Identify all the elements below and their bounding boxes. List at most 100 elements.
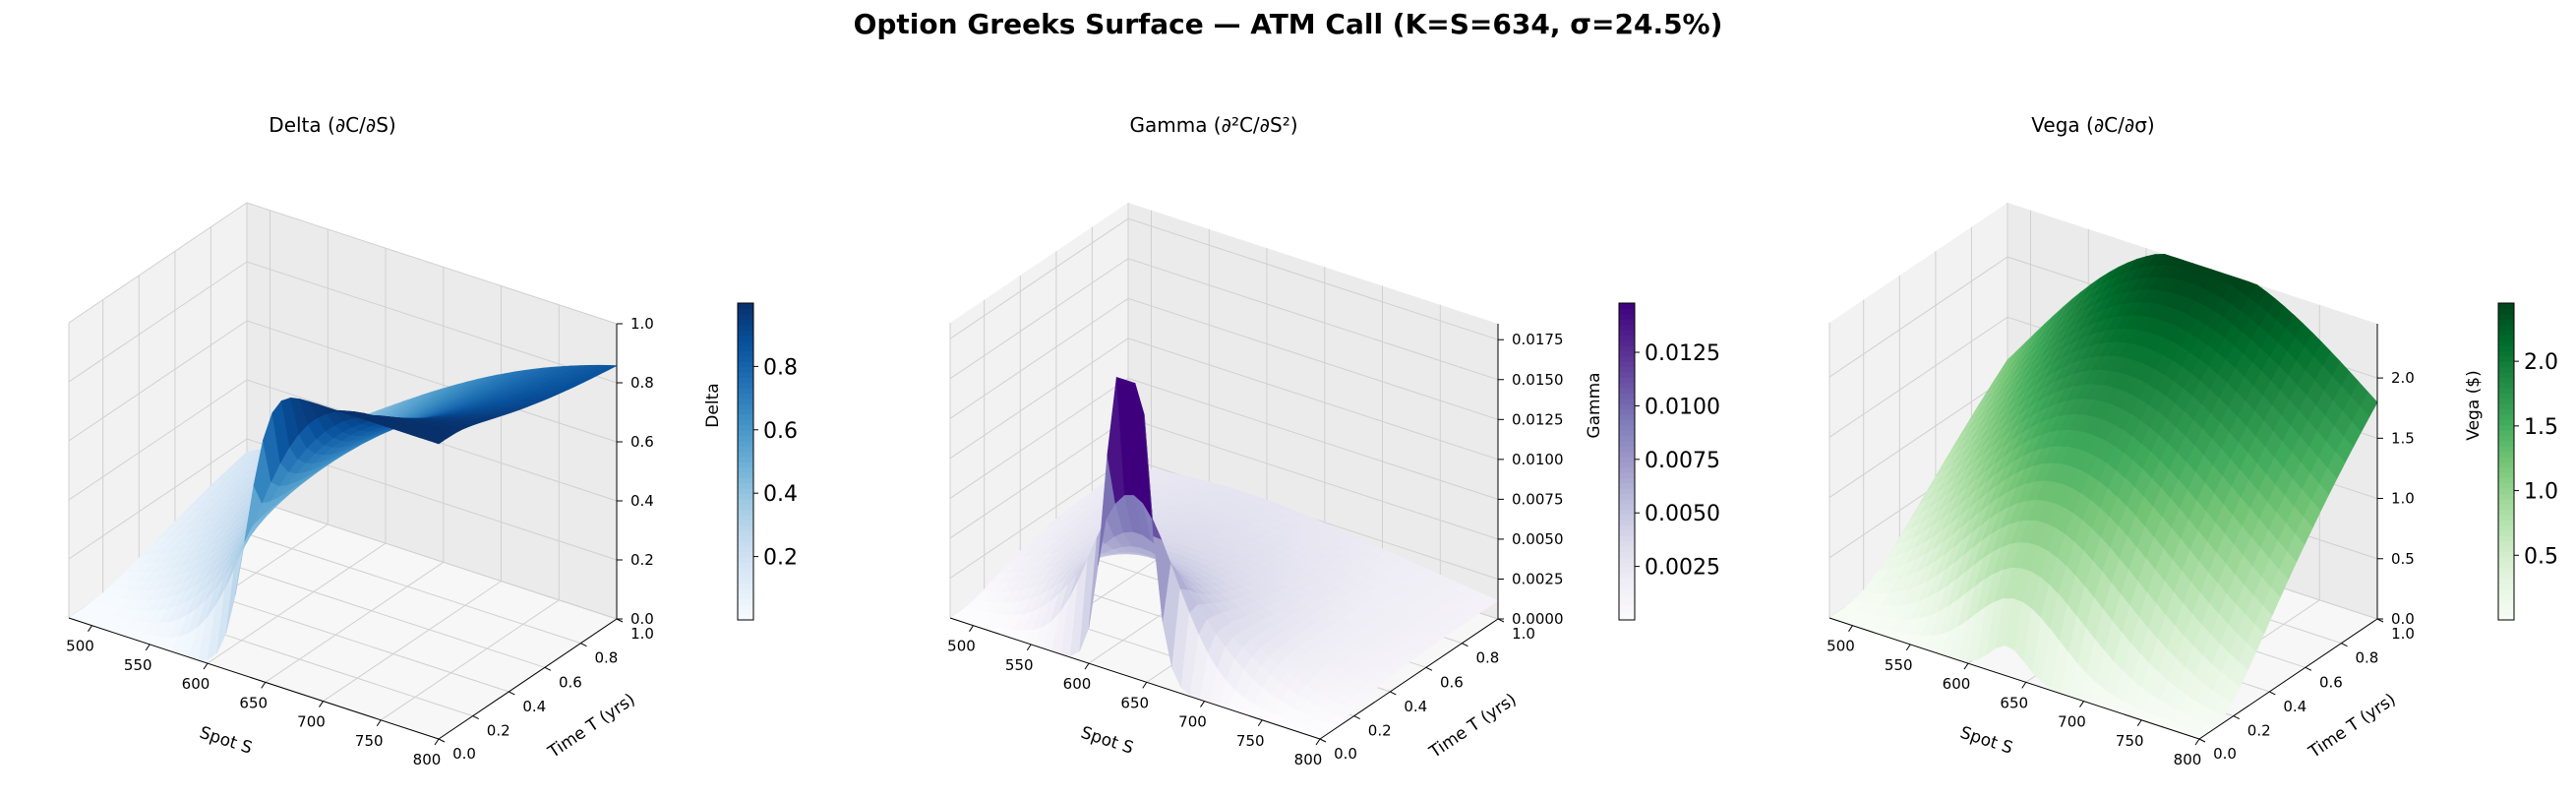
x-tick <box>969 625 974 632</box>
subplot-title: Gamma (∂²C/∂S²) <box>1129 113 1297 137</box>
colorbar-segment <box>738 614 753 621</box>
figure-title: Option Greeks Surface — ATM Call (K=S=63… <box>853 8 1723 40</box>
x-tick <box>1963 662 1969 670</box>
y-tick <box>544 666 552 671</box>
colorbar-segment <box>738 413 753 420</box>
colorbar-segment <box>2498 408 2514 415</box>
z-tick-label: 0.0000 <box>1512 610 1564 628</box>
grid-line-z <box>949 377 1499 500</box>
colorbar-segment <box>1619 471 1635 478</box>
x-tick <box>1084 662 1090 670</box>
colorbar-segment <box>738 313 753 320</box>
colorbar-segment <box>1619 477 1635 484</box>
y-tick-label: 0.6 <box>1440 673 1464 691</box>
colorbar-segment <box>2498 520 2514 526</box>
colorbar-segment <box>738 487 753 494</box>
colorbar-segment <box>2498 551 2514 558</box>
y-tick-label: 0.4 <box>522 698 546 715</box>
colorbar-segment <box>738 361 753 368</box>
colorbar-tick-label: 1.0 <box>2524 480 2558 505</box>
colorbar-segment <box>738 587 753 594</box>
colorbar-segment <box>738 572 753 579</box>
x-axis-line <box>1828 617 2200 740</box>
colorbar-segment <box>1619 361 1635 368</box>
y-tick <box>1425 666 1433 671</box>
colorbar-segment <box>738 609 753 616</box>
x-tick-label: 800 <box>413 751 442 769</box>
colorbar-segment <box>1619 462 1635 468</box>
colorbar-segment <box>738 524 753 531</box>
x-tick <box>2136 719 2142 727</box>
colorbar-segment <box>738 598 753 605</box>
x-tick-label: 650 <box>239 694 268 711</box>
colorbar-segment <box>2498 335 2514 341</box>
colorbar-segment <box>1619 303 1635 310</box>
colorbar-segment <box>2498 429 2514 436</box>
grid-line-z <box>68 379 618 502</box>
colorbar-segment <box>1619 387 1635 395</box>
colorbar-segment <box>2498 387 2514 395</box>
colorbar-segment <box>738 308 753 315</box>
colorbar-segment <box>2498 424 2514 431</box>
colorbar-segment <box>1619 393 1635 400</box>
x-tick-label: 500 <box>947 638 976 655</box>
x-tick-label: 600 <box>182 675 210 693</box>
colorbar-segment <box>2498 503 2514 511</box>
colorbar-segment <box>738 429 753 436</box>
colorbar-segment <box>738 493 753 500</box>
x-tick-label: 550 <box>1005 656 1034 674</box>
y-axis-label: Time T (yrs) <box>544 690 639 763</box>
colorbar-tick-label: 2.0 <box>2524 350 2558 375</box>
z-tick-label: 0.2 <box>630 551 654 569</box>
colorbar-segment <box>2498 371 2514 378</box>
x-tick <box>88 625 92 632</box>
y-axis-label: Time T (yrs) <box>2305 690 2400 763</box>
grid-line-z <box>68 438 618 561</box>
colorbar-frame <box>2497 302 2515 621</box>
z-tick-label: 0.4 <box>630 492 654 510</box>
colorbar-segment <box>1619 587 1635 594</box>
colorbar-segment <box>738 371 753 378</box>
colorbar-tick-label: 0.0125 <box>1645 341 1720 366</box>
colorbar-segment <box>738 335 753 341</box>
colorbar-segment <box>1619 493 1635 500</box>
x-tick <box>1905 644 1911 651</box>
colorbar-segment <box>738 424 753 431</box>
x-tick-label: 500 <box>66 638 94 655</box>
colorbar-segment <box>1619 529 1635 536</box>
x-tick <box>203 662 209 670</box>
colorbar-segment <box>2498 377 2514 384</box>
z-tick-label: 0.8 <box>630 374 654 392</box>
colorbar-segment <box>1619 520 1635 526</box>
y-tick-label: 0.0 <box>2213 745 2237 763</box>
colorbar-tick-label: 0.4 <box>763 482 798 507</box>
z-tick-label: 0.0125 <box>1512 410 1564 428</box>
colorbar-segment <box>2498 413 2514 420</box>
x-tick-label: 550 <box>1885 656 1913 674</box>
z-tick-label: 0.6 <box>630 433 654 451</box>
colorbar-segment <box>1619 603 1635 611</box>
x-tick-label: 650 <box>1120 694 1149 711</box>
subplot-title: Delta (∂C/∂S) <box>269 113 395 137</box>
colorbar-segment <box>1619 402 1635 410</box>
x-tick-label: 500 <box>1827 638 1855 655</box>
y-tick-label: 0.6 <box>2319 673 2343 691</box>
colorbar-segment <box>738 382 753 389</box>
colorbar-segment <box>2498 514 2514 521</box>
x-tick-label: 700 <box>2058 713 2086 731</box>
x-axis-label: Spot S <box>197 723 254 759</box>
colorbar-segment <box>738 366 753 373</box>
x-tick <box>376 719 382 727</box>
x-tick <box>1026 644 1032 651</box>
colorbar-segment <box>1619 413 1635 420</box>
colorbar-segment <box>1619 440 1635 447</box>
colorbar-segment <box>738 419 753 426</box>
colorbar-segment <box>738 498 753 505</box>
x-tick-label: 750 <box>2116 732 2144 750</box>
y-tick-label: 0.8 <box>1476 649 1500 667</box>
z-tick-label: 2.0 <box>2391 369 2415 387</box>
colorbar-segment <box>738 482 753 489</box>
colorbar-segment <box>1619 540 1635 547</box>
colorbar-segment <box>1619 498 1635 505</box>
colorbar-segment <box>2498 603 2514 611</box>
